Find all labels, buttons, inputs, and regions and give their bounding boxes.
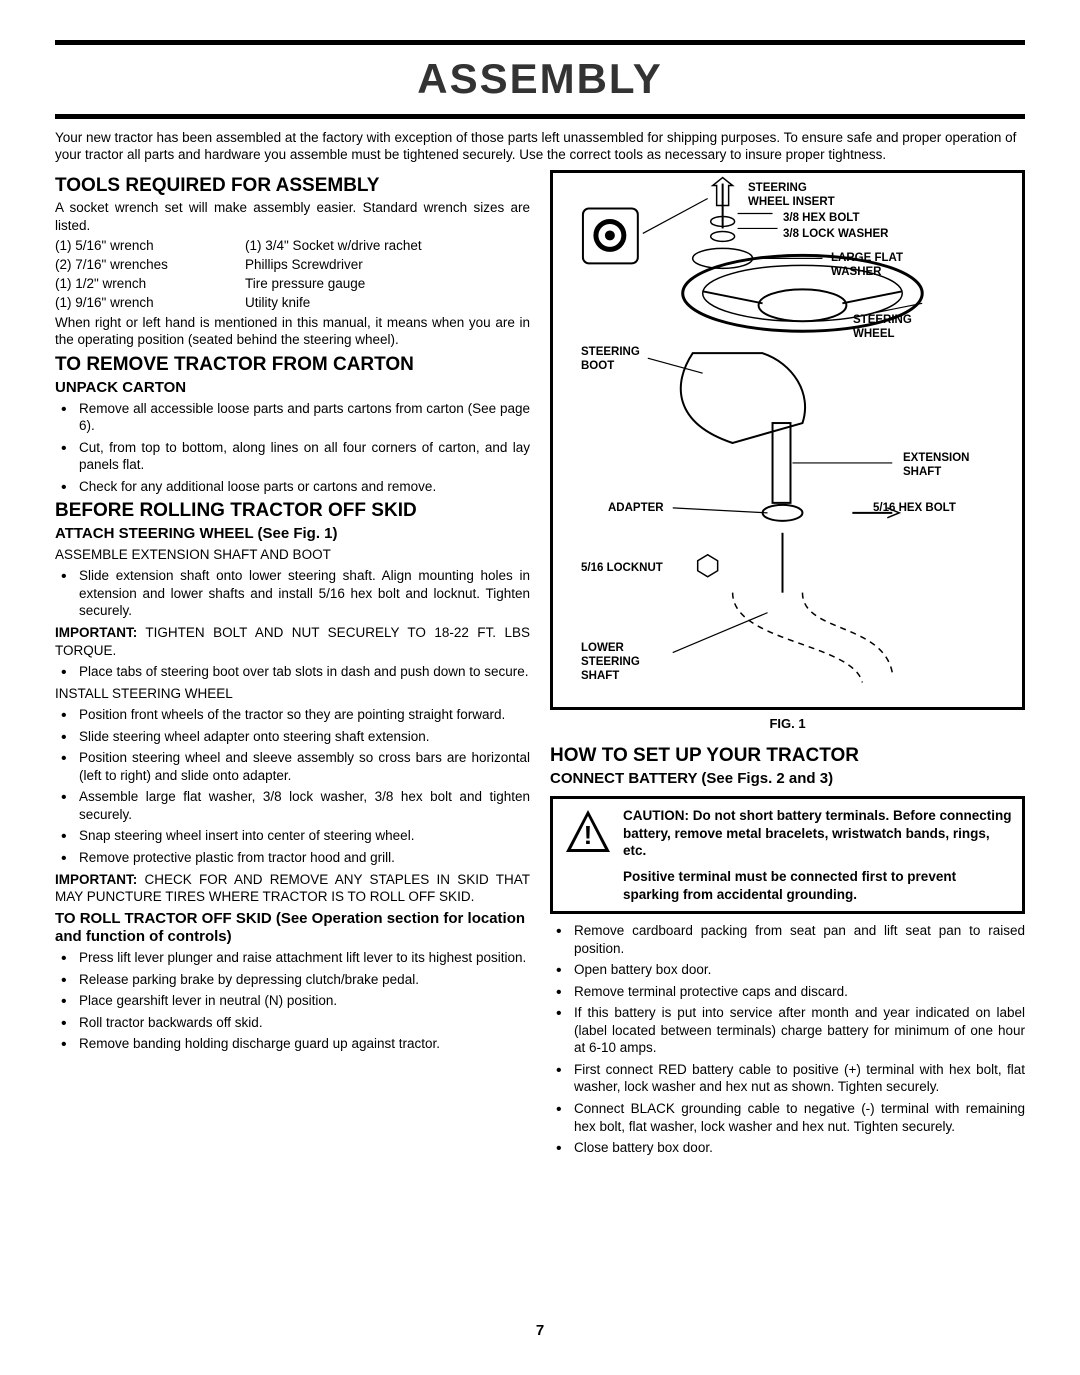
list-item: Remove all accessible loose parts and pa… — [55, 400, 530, 435]
page-number: 7 — [536, 1322, 544, 1341]
setup-sub: CONNECT BATTERY (See Figs. 2 and 3) — [550, 770, 1025, 789]
list-item: Position front wheels of the tractor so … — [55, 706, 530, 724]
figure-svg — [553, 173, 1022, 707]
caution-text: CAUTION: Do not short battery terminals.… — [623, 807, 1012, 903]
remove-list: Remove all accessible loose parts and pa… — [55, 400, 530, 496]
tools-heading: TOOLS REQUIRED FOR ASSEMBLY — [55, 174, 530, 198]
tool-r: (1) 3/4" Socket w/drive rachet — [245, 238, 530, 255]
list-item: Remove cardboard packing from seat pan a… — [550, 922, 1025, 957]
list-item: Cut, from top to bottom, along lines on … — [55, 439, 530, 474]
fig-label: STEERINGBOOT — [581, 345, 640, 374]
fig-label: STEERINGWHEEL — [853, 313, 912, 342]
fig-label: EXTENSIONSHAFT — [903, 451, 969, 480]
tool-row: (2) 7/16" wrenches Phillips Screwdriver — [55, 257, 530, 274]
fig-label: LOWERSTEERINGSHAFT — [581, 641, 640, 684]
columns: TOOLS REQUIRED FOR ASSEMBLY A socket wre… — [55, 170, 1025, 1161]
fig-label: 5/16 HEX BOLT — [873, 501, 956, 515]
setup-heading: HOW TO SET UP YOUR TRACTOR — [550, 744, 1025, 768]
before-list2: Place tabs of steering boot over tab slo… — [55, 663, 530, 681]
list-item: Slide steering wheel adapter onto steeri… — [55, 728, 530, 746]
before-sub1-intro: ASSEMBLE EXTENSION SHAFT AND BOOT — [55, 546, 530, 564]
tool-l: (1) 1/2" wrench — [55, 276, 245, 293]
setup-list: Remove cardboard packing from seat pan a… — [550, 922, 1025, 1157]
remove-sub: UNPACK CARTON — [55, 379, 530, 398]
figure-caption: FIG. 1 — [550, 716, 1025, 732]
list-item: Remove protective plastic from tractor h… — [55, 849, 530, 867]
fig-label: 3/8 LOCK WASHER — [783, 227, 888, 241]
fig-label: 5/16 LOCKNUT — [581, 561, 663, 575]
list-item: Place gearshift lever in neutral (N) pos… — [55, 992, 530, 1010]
list-item: Connect BLACK grounding cable to negativ… — [550, 1100, 1025, 1135]
remove-heading: TO REMOVE TRACTOR FROM CARTON — [55, 353, 530, 377]
list-item: Assemble large flat washer, 3/8 lock was… — [55, 788, 530, 823]
figure-1: STEERINGWHEEL INSERT 3/8 HEX BOLT 3/8 LO… — [550, 170, 1025, 710]
svg-text:!: ! — [584, 820, 593, 850]
before-sub2-intro: INSTALL STEERING WHEEL — [55, 685, 530, 703]
fig-label: ADAPTER — [608, 501, 664, 515]
list-item: Open battery box door. — [550, 961, 1025, 979]
tool-row: (1) 1/2" wrench Tire pressure gauge — [55, 276, 530, 293]
tool-row: (1) 9/16" wrench Utility knife — [55, 295, 530, 312]
list-item: Check for any additional loose parts or … — [55, 478, 530, 496]
list-item: Press lift lever plunger and raise attac… — [55, 949, 530, 967]
before-list3: Position front wheels of the tractor so … — [55, 706, 530, 866]
list-item: Release parking brake by depressing clut… — [55, 971, 530, 989]
tools-intro: A socket wrench set will make assembly e… — [55, 199, 530, 234]
list-item: Place tabs of steering boot over tab slo… — [55, 663, 530, 681]
tool-l: (1) 5/16" wrench — [55, 238, 245, 255]
important-1: IMPORTANT: TIGHTEN BOLT AND NUT SECURELY… — [55, 624, 530, 659]
before-sub3: TO ROLL TRACTOR OFF SKID (See Operation … — [55, 910, 530, 948]
caution-icon: ! — [563, 807, 613, 857]
tool-row: (1) 5/16" wrench (1) 3/4" Socket w/drive… — [55, 238, 530, 255]
right-column: STEERINGWHEEL INSERT 3/8 HEX BOLT 3/8 LO… — [550, 170, 1025, 1161]
left-column: TOOLS REQUIRED FOR ASSEMBLY A socket wre… — [55, 170, 530, 1161]
tool-r: Utility knife — [245, 295, 530, 312]
tool-l: (2) 7/16" wrenches — [55, 257, 245, 274]
list-item: First connect RED battery cable to posit… — [550, 1061, 1025, 1096]
important-2: IMPORTANT: CHECK FOR AND REMOVE ANY STAP… — [55, 871, 530, 906]
list-item: Remove banding holding discharge guard u… — [55, 1035, 530, 1053]
list-item: Remove terminal protective caps and disc… — [550, 983, 1025, 1001]
fig-label: LARGE FLATWASHER — [831, 251, 903, 280]
intro-text: Your new tractor has been assembled at t… — [55, 129, 1025, 164]
tools-note: When right or left hand is mentioned in … — [55, 314, 530, 349]
tool-r: Tire pressure gauge — [245, 276, 530, 293]
before-sub1: ATTACH STEERING WHEEL (See Fig. 1) — [55, 525, 530, 544]
fig-label: 3/8 HEX BOLT — [783, 211, 859, 225]
before-list4: Press lift lever plunger and raise attac… — [55, 949, 530, 1053]
page-title: ASSEMBLY — [55, 40, 1025, 119]
list-item: Slide extension shaft onto lower steerin… — [55, 567, 530, 620]
tool-l: (1) 9/16" wrench — [55, 295, 245, 312]
list-item: Roll tractor backwards off skid. — [55, 1014, 530, 1032]
caution-box: ! CAUTION: Do not short battery terminal… — [550, 796, 1025, 914]
page-container: ASSEMBLY Your new tractor has been assem… — [55, 40, 1025, 1355]
before-heading: BEFORE ROLLING TRACTOR OFF SKID — [55, 499, 530, 523]
list-item: If this battery is put into service afte… — [550, 1004, 1025, 1057]
list-item: Snap steering wheel insert into center o… — [55, 827, 530, 845]
list-item: Close battery box door. — [550, 1139, 1025, 1157]
before-list1: Slide extension shaft onto lower steerin… — [55, 567, 530, 620]
tool-r: Phillips Screwdriver — [245, 257, 530, 274]
fig-label: STEERINGWHEEL INSERT — [748, 181, 835, 210]
list-item: Position steering wheel and sleeve assem… — [55, 749, 530, 784]
